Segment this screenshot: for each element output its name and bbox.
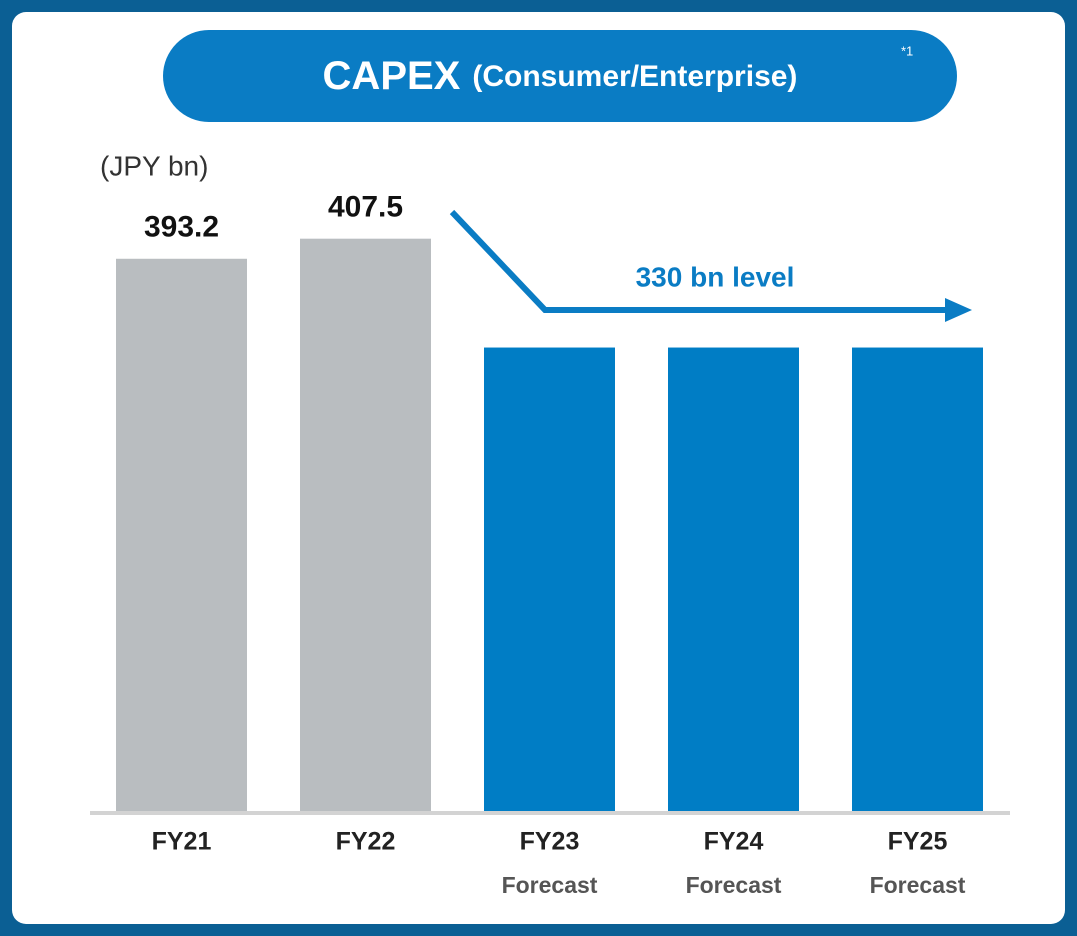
bar [300, 238, 431, 811]
bar [116, 258, 247, 811]
chart-subtitle: (Consumer/Enterprise) [472, 60, 797, 93]
x-tick-label: FY23 [520, 828, 580, 856]
bar [852, 347, 983, 811]
x-tick-label: FY24 [704, 828, 764, 856]
bar [668, 347, 799, 811]
x-tick-label: FY22 [336, 828, 396, 856]
value-label: 407.5 [328, 191, 403, 224]
footnote-marker: *1 [901, 43, 913, 58]
chart-title: CAPEX [323, 54, 461, 98]
x-tick-sublabel: Forecast [870, 872, 966, 898]
unit-label: (JPY bn) [100, 150, 208, 181]
title-group: CAPEX (Consumer/Enterprise) [323, 54, 798, 98]
arrow-head [945, 298, 972, 322]
x-tick-label: FY21 [152, 828, 212, 856]
x-tick-sublabel: Forecast [686, 872, 782, 898]
trend-arrow [449, 209, 948, 313]
title-pill [163, 30, 957, 122]
x-tick-sublabel: Forecast [502, 872, 598, 898]
annotation: 330 bn level [636, 261, 795, 292]
value-label: 393.2 [144, 211, 219, 244]
bar [484, 347, 615, 811]
x-tick-label: FY25 [888, 828, 948, 856]
